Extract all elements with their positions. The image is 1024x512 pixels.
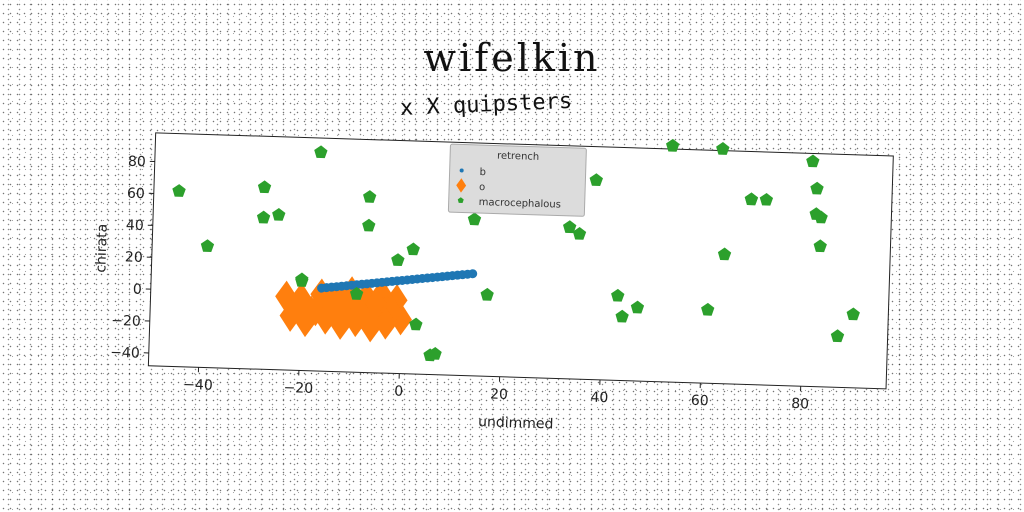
data-point-macrocephalous	[666, 138, 680, 152]
data-point-macrocephalous	[467, 212, 482, 226]
data-point-macrocephalous	[813, 239, 827, 253]
legend-title: retrench	[497, 151, 540, 163]
data-point-macrocephalous	[428, 347, 442, 360]
legend-marker-o	[456, 178, 467, 193]
x-tick-label: 80	[791, 396, 809, 413]
x-axis-label: undimmed	[478, 414, 554, 432]
data-point-macrocephalous	[314, 145, 328, 159]
data-point-o	[389, 303, 412, 336]
data-point-macrocephalous	[611, 288, 625, 302]
x-tick-label: 0	[394, 383, 403, 399]
data-point-macrocephalous	[630, 300, 645, 314]
data-point-o	[289, 289, 312, 322]
x-tick-label: 60	[691, 393, 709, 410]
data-point-macrocephalous	[846, 307, 860, 321]
data-point-macrocephalous	[272, 207, 286, 221]
data-point-macrocephalous	[717, 247, 732, 261]
data-point-macrocephalous	[615, 309, 629, 323]
chart-marks	[172, 138, 860, 362]
x-tick-label: 20	[490, 386, 508, 403]
y-tick-label: 0	[133, 282, 142, 298]
legend-marker-b	[459, 168, 464, 173]
y-tick-label: −40	[110, 345, 140, 362]
y-tick-label: −20	[111, 313, 141, 330]
y-tick-label: 80	[128, 154, 146, 171]
series-o	[275, 276, 412, 343]
data-point-macrocephalous	[806, 154, 820, 168]
y-axis-label: chirata	[93, 224, 111, 273]
data-point-macrocephalous	[391, 253, 405, 267]
chart-figure: −40 −20 0 20 40 60 80 −40 −20 0 20 40 60 80 undimmed …	[86, 106, 916, 462]
data-point-macrocephalous	[363, 190, 377, 203]
legend-label-macrocephalous: macrocephalous	[478, 197, 561, 211]
data-point-macrocephalous	[257, 180, 272, 194]
y-tick-label: 60	[127, 186, 145, 203]
data-point-macrocephalous	[759, 192, 774, 206]
data-point-macrocephalous	[814, 210, 828, 224]
data-point-macrocephalous	[295, 274, 309, 287]
legend-box	[447, 143, 587, 217]
data-point-macrocephalous	[409, 317, 423, 331]
figure-suptitle: wifelkin	[423, 36, 601, 80]
data-point-o	[275, 280, 298, 313]
data-point-macrocephalous	[349, 287, 364, 300]
chart-axes: −40 −20 0 20 40 60 80 −40 −20 0 20 40 60 80	[110, 154, 809, 413]
series-macrocephalous	[172, 138, 860, 362]
data-point-o	[359, 310, 382, 343]
legend-marker-macrocephalous	[457, 197, 464, 204]
data-point-macrocephalous	[172, 184, 186, 197]
data-point-macrocephalous	[562, 220, 577, 234]
data-point-macrocephalous	[744, 192, 759, 206]
data-point-macrocephalous	[572, 226, 587, 240]
x-tick-label: −40	[183, 377, 213, 394]
chart-legend: retrench bo macrocephalous	[447, 143, 587, 217]
data-point-macrocephalous	[701, 302, 715, 316]
data-point-o	[374, 307, 397, 340]
data-point-o	[294, 305, 317, 338]
x-tick-label: −20	[283, 380, 313, 397]
data-point-o	[344, 305, 367, 338]
y-tick-label: 20	[125, 249, 143, 266]
data-point-macrocephalous	[362, 218, 376, 232]
data-point-macrocephalous	[716, 142, 730, 155]
data-point-o	[314, 302, 337, 335]
data-point-b	[468, 269, 478, 279]
data-point-macrocephalous	[589, 173, 603, 187]
legend-label-b: b	[479, 167, 486, 178]
data-point-o	[329, 307, 352, 340]
data-point-macrocephalous	[256, 210, 271, 224]
x-tick-label: 40	[590, 390, 608, 407]
y-tick-label: 40	[126, 218, 144, 235]
data-point-macrocephalous	[406, 242, 420, 256]
legend-label-o: o	[479, 182, 485, 193]
series-b	[317, 269, 478, 293]
data-point-macrocephalous	[480, 287, 494, 301]
data-point-macrocephalous	[810, 181, 824, 195]
data-point-macrocephalous	[830, 329, 845, 343]
data-point-macrocephalous	[200, 239, 215, 253]
